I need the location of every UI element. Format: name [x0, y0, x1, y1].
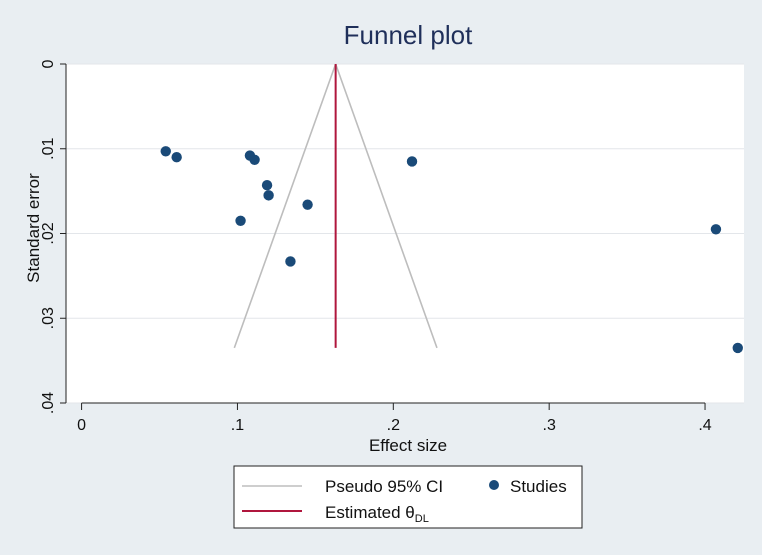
x-tick-label: .4: [698, 417, 711, 434]
study-point: [302, 199, 313, 210]
x-tick-label: 0: [77, 417, 86, 434]
y-tick-label: .02: [40, 222, 57, 244]
legend: Pseudo 95% CI Studies Estimated θDL: [233, 465, 583, 529]
legend-swatch-studies: [489, 480, 499, 490]
study-point: [732, 342, 743, 354]
study-point: [235, 215, 246, 226]
x-axis-title: Effect size: [369, 436, 447, 455]
legend-label-pseudo-ci: Pseudo 95% CI: [325, 477, 443, 496]
axes: 0 .01 .02 .03 .04 0 .1 .2 .3 .4: [40, 59, 712, 434]
chart-title: Funnel plot: [344, 20, 473, 50]
legend-label-estimate-subscript: DL: [415, 513, 429, 525]
legend-label-estimate: Estimated θDL: [325, 503, 429, 525]
study-point: [171, 152, 182, 163]
pseudo-ci-right-line: [334, 63, 438, 349]
study-point: [710, 224, 722, 235]
y-tick-label: .03: [40, 307, 57, 329]
study-point: [261, 179, 273, 191]
x-tick-label: .3: [543, 417, 556, 434]
study-point: [285, 256, 296, 267]
pseudo-ci-lines: [233, 63, 438, 349]
pseudo-ci-left-line: [233, 63, 337, 349]
study-point: [406, 156, 418, 167]
study-points: [160, 146, 743, 354]
x-tick-label: .2: [387, 417, 400, 434]
y-tick-label: .04: [40, 392, 57, 414]
x-tick-label: .1: [231, 417, 244, 434]
legend-label-studies: Studies: [510, 477, 567, 496]
y-tick-label: 0: [40, 59, 57, 68]
study-point: [249, 154, 260, 165]
y-tick-label: .01: [40, 138, 57, 160]
legend-label-estimate-main: Estimated θ: [325, 503, 415, 522]
y-axis-title: Standard error: [24, 173, 43, 283]
legend-box: [233, 465, 583, 529]
study-point: [263, 190, 274, 201]
study-point: [160, 146, 171, 157]
